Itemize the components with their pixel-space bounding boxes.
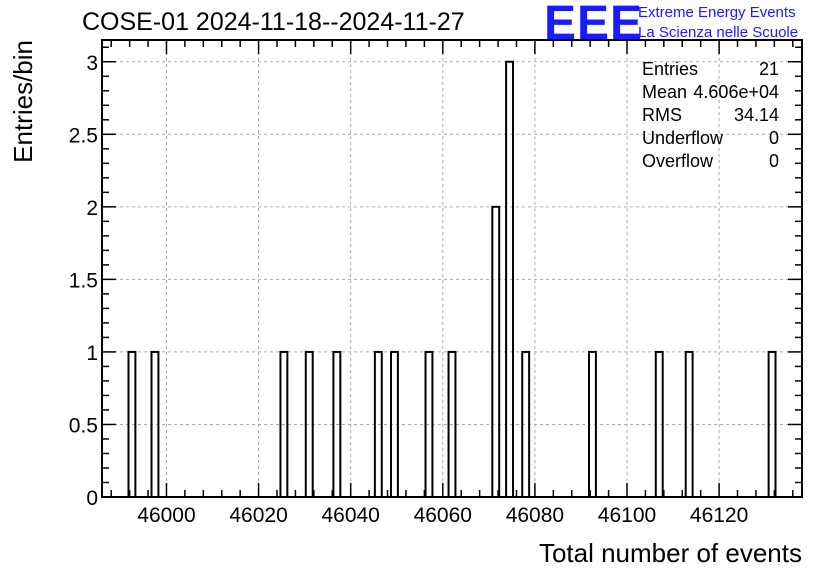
stat-value-rms: 34.14 [733, 105, 779, 125]
y-tick-label: 0.5 [69, 414, 98, 437]
stat-value-entries: 21 [758, 59, 779, 79]
x-tick-label: 46040 [321, 504, 379, 527]
y-tick-label: 1.5 [69, 269, 98, 292]
stat-label-entries: Entries [642, 59, 699, 79]
x-tick-label: 46080 [506, 504, 564, 527]
y-tick-label: 0 [86, 487, 98, 510]
stat-label-mean: Mean [642, 82, 688, 102]
logo-mark: EEE [544, 0, 644, 50]
chart-title: COSE-01 2024-11-18--2024-11-27 [82, 8, 465, 36]
y-tick-label: 1 [86, 342, 98, 365]
x-axis-label: Total number of events [539, 538, 802, 568]
plot-frame [101, 39, 803, 498]
labels-layer: 46000 46020 46040 46060 46080 46100 46120 0 0.5 1… [8, 40, 802, 568]
x-tick-label: 46060 [414, 504, 472, 527]
x-tick-label: 46000 [137, 504, 195, 527]
stat-label-rms: RMS [642, 105, 682, 125]
stat-label-underflow: Underflow [642, 128, 724, 148]
stat-value-overflow: 0 [768, 151, 779, 171]
stat-value-underflow: 0 [768, 128, 779, 148]
y-tick-label: 2 [86, 197, 98, 220]
logo-line-1: Extreme Energy Events [638, 4, 796, 21]
logo-line-2: La Scienza nelle Scuole [638, 24, 799, 41]
x-tick-label: 46120 [690, 504, 748, 527]
x-tick-label: 46100 [598, 504, 656, 527]
y-tick-label: 2.5 [69, 124, 98, 147]
y-axis-label: Entries/bin [8, 40, 38, 163]
grid-layer [102, 40, 802, 497]
eee-logo: EEE Extreme Energy Events La Scienza nel… [544, 0, 834, 50]
stat-label-overflow: Overflow [642, 151, 714, 171]
axes-layer [101, 39, 803, 498]
stat-value-mean: 4.606e+04 [693, 82, 779, 102]
x-tick-label: 46020 [229, 504, 287, 527]
y-tick-label: 3 [86, 52, 98, 75]
